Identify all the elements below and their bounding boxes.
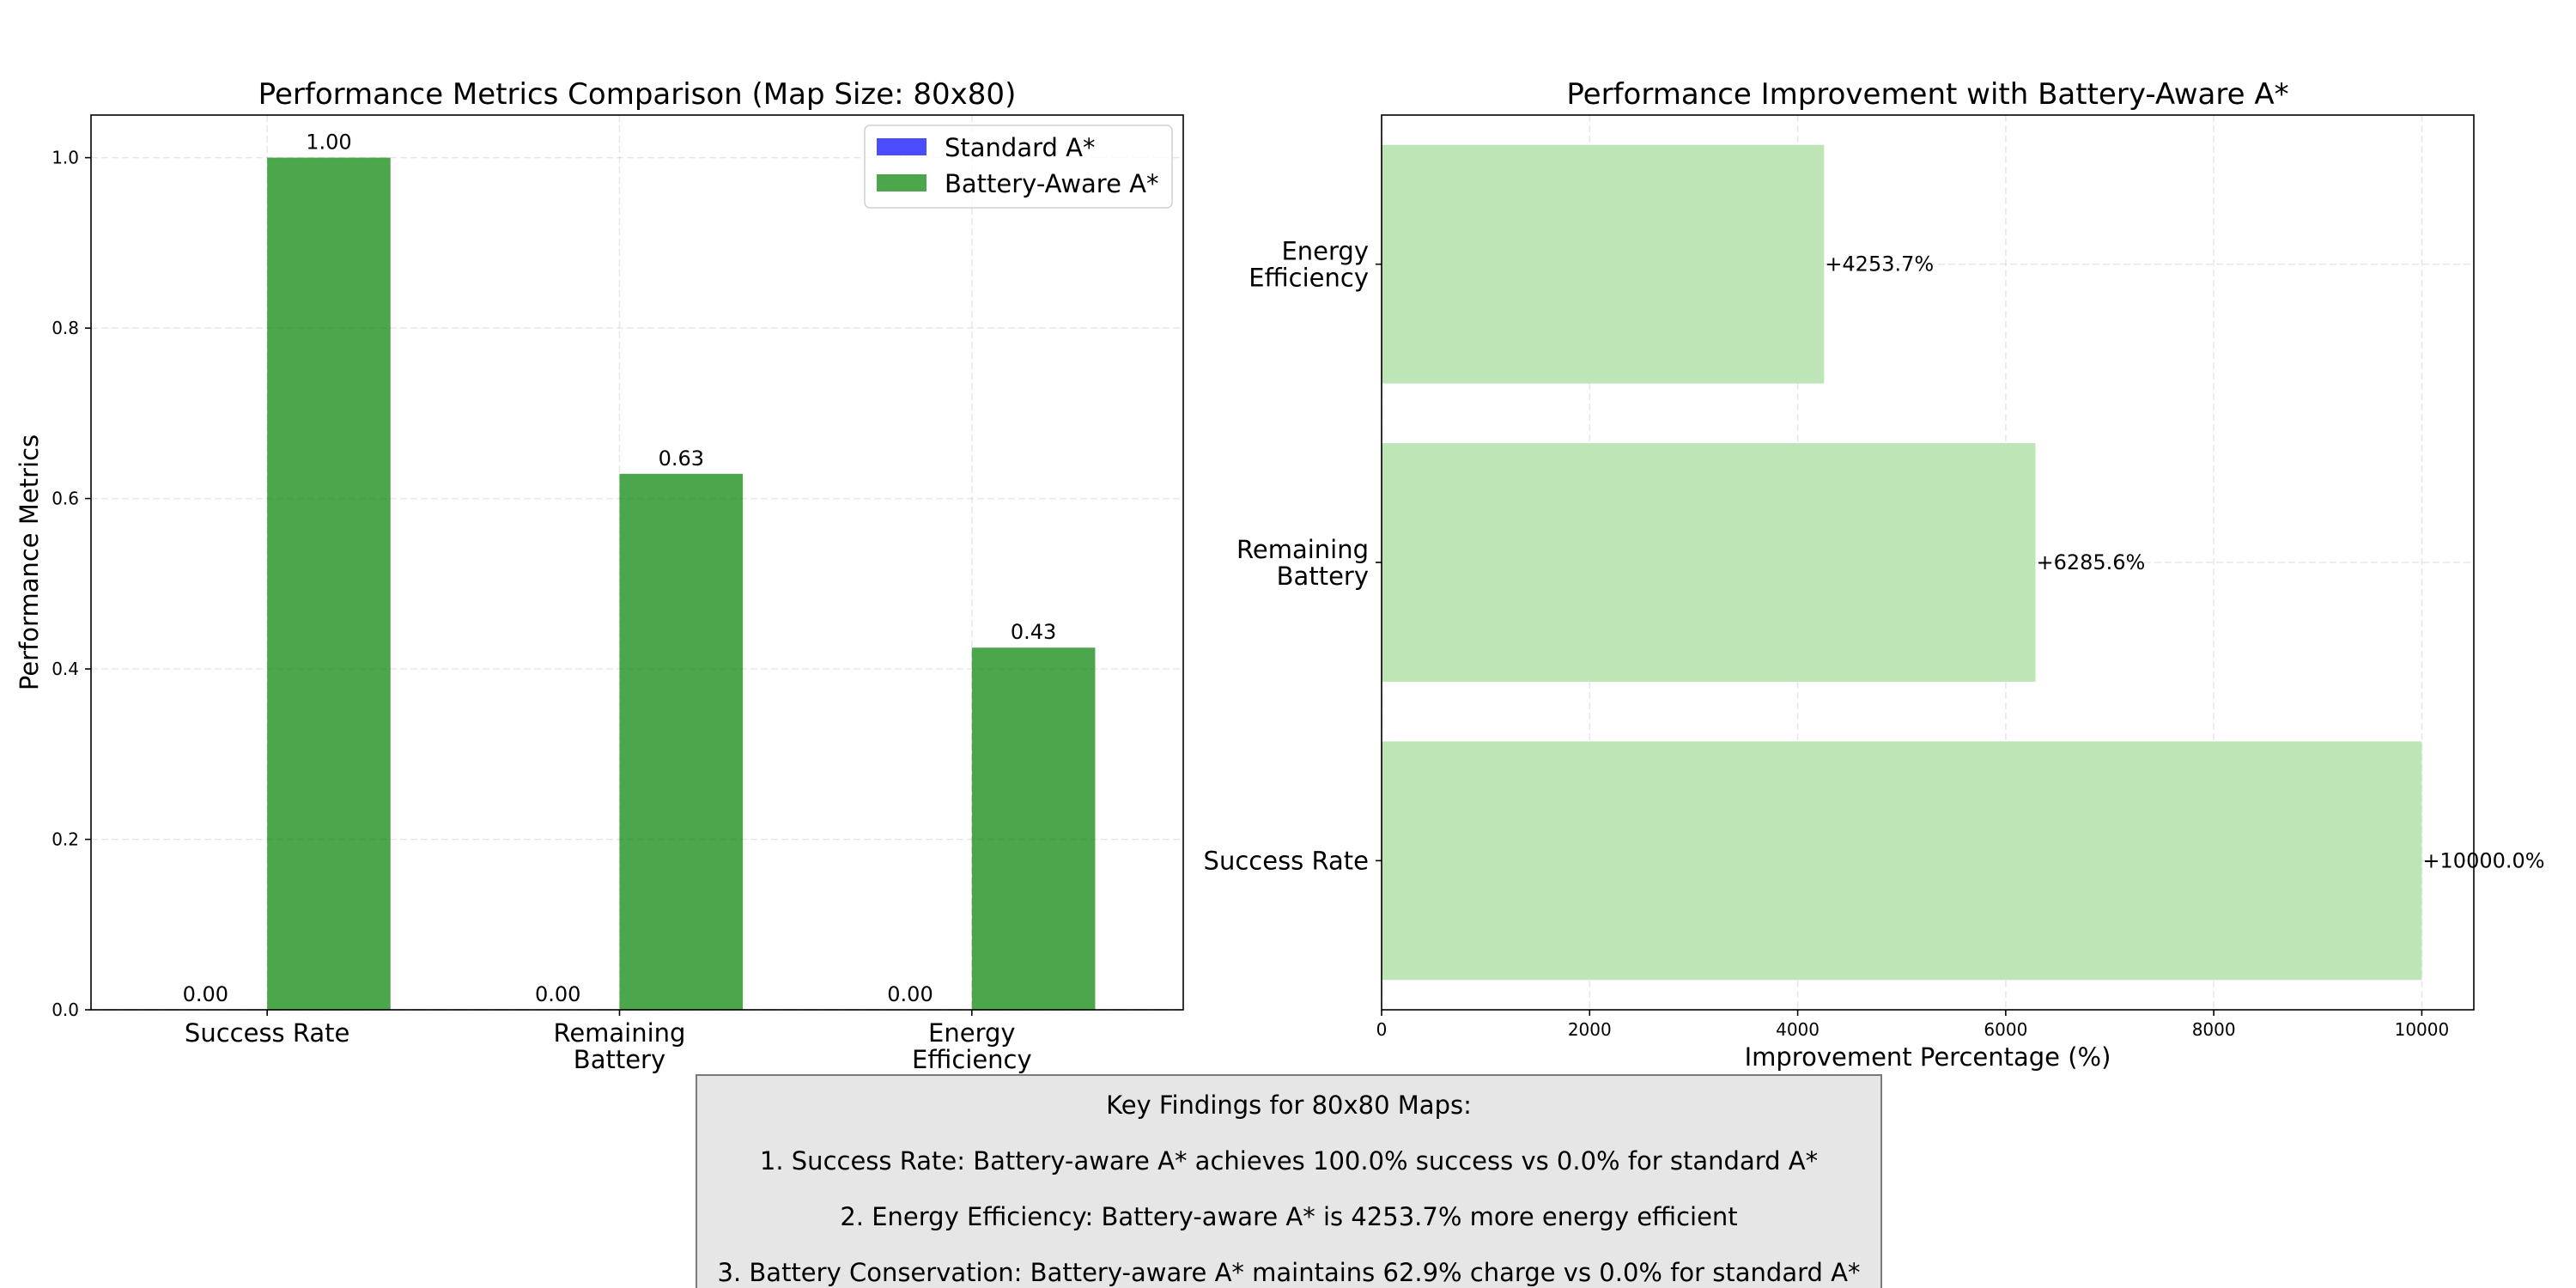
- bar: [1382, 144, 1825, 384]
- data-label: 0.43: [1011, 620, 1056, 644]
- chart-title: Performance Improvement with Battery-Awa…: [1566, 77, 2288, 112]
- chart-title: Performance Metrics Comparison (Map Size…: [258, 77, 1017, 112]
- legend-label: Standard A*: [945, 133, 1096, 162]
- legend-label: Battery-Aware A*: [945, 169, 1159, 198]
- data-label: 0.00: [183, 982, 228, 1006]
- data-label: +10000.0%: [2422, 848, 2544, 872]
- bar: [971, 647, 1096, 1010]
- legend-swatch: [877, 138, 927, 155]
- y-tick-label: Remaining Battery: [1236, 535, 1369, 591]
- bar: [267, 157, 391, 1011]
- bar: [1382, 443, 2036, 682]
- data-label: 1.00: [306, 131, 351, 155]
- x-tick-label: 0: [1376, 1019, 1388, 1040]
- y-tick-label: 0.2: [52, 829, 79, 850]
- chart-right: +10000.0% +6285.6% +4253.7% 0 2000 4000 6000 80…: [1204, 77, 2545, 1072]
- key-findings-box: Key Findings for 80x80 Maps: 1. Success …: [696, 1074, 1882, 1288]
- y-tick-label: Energy Efficiency: [1249, 237, 1369, 293]
- finding-line: 1. Success Rate: Battery-aware A* achiev…: [759, 1146, 1819, 1176]
- legend-swatch: [877, 174, 927, 191]
- data-label: 0.00: [535, 982, 580, 1006]
- y-tick-label: 1.0: [52, 148, 79, 168]
- y-axis-label: Performance Metrics: [15, 434, 44, 690]
- y-tick-label: 0.0: [52, 999, 79, 1020]
- legend-box: [864, 125, 1173, 209]
- x-tick-label: Remaining Battery: [553, 1018, 685, 1074]
- x-tick-label: 2000: [1568, 1019, 1612, 1040]
- finding-line: 3. Battery Conservation: Battery-aware A…: [717, 1258, 1861, 1287]
- data-label: +6285.6%: [2036, 550, 2145, 574]
- x-tick-label: 6000: [1984, 1019, 2027, 1040]
- data-label: 0.63: [659, 447, 704, 471]
- x-tick-label: 8000: [2192, 1019, 2236, 1040]
- data-label: +4253.7%: [1825, 252, 1934, 276]
- x-axis-label: Improvement Percentage (%): [1745, 1042, 2111, 1072]
- finding-line: 2. Energy Efficiency: Battery-aware A* i…: [840, 1202, 1738, 1231]
- bar: [619, 473, 744, 1010]
- data-label: 0.00: [887, 982, 933, 1006]
- x-tick-label: Energy Efficiency: [912, 1018, 1032, 1074]
- bar: [1382, 741, 2422, 981]
- findings-title: Key Findings for 80x80 Maps:: [1106, 1091, 1472, 1120]
- chart-left: 0.00 0.00 0.00 1.00 0.63 0.43 0.0 0.2 0.4 0.6 0.8 1…: [15, 77, 1184, 1074]
- x-tick-label: 10000: [2395, 1019, 2450, 1040]
- x-tick-label: 4000: [1776, 1019, 1820, 1040]
- axes-frame: [90, 114, 1184, 1011]
- y-tick-label: 0.6: [52, 489, 79, 509]
- y-tick-label: 0.4: [52, 659, 79, 679]
- y-tick-label: 0.8: [52, 318, 79, 338]
- y-tick-label: Success Rate: [1204, 846, 1369, 875]
- x-tick-label: Success Rate: [185, 1018, 349, 1048]
